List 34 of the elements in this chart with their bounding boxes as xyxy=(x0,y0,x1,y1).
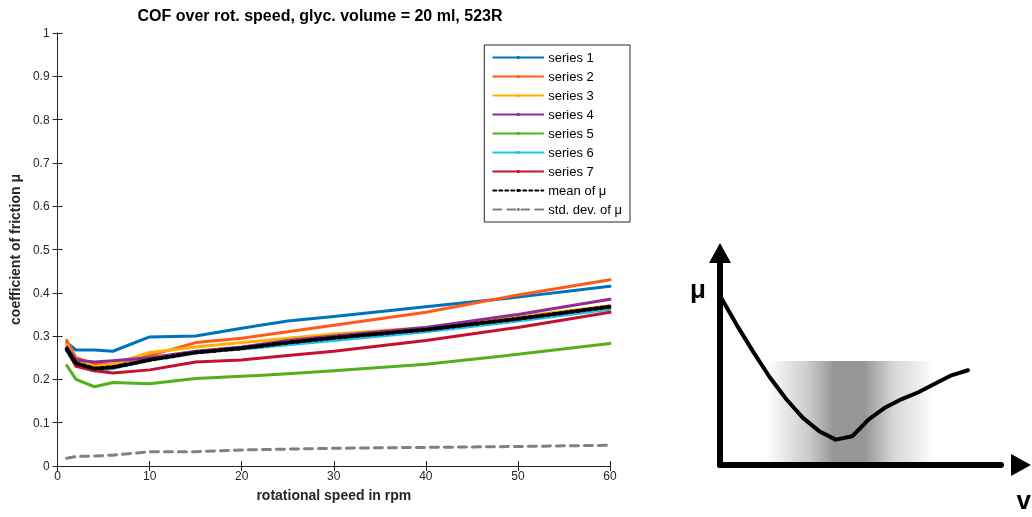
legend-label: series 3 xyxy=(548,88,594,103)
legend-label: std. dev. of μ xyxy=(548,202,623,217)
x-tick-label: 30 xyxy=(327,469,341,483)
legend-label: series 6 xyxy=(548,145,594,160)
legend-label: series 5 xyxy=(548,126,594,141)
legend-label: mean of μ xyxy=(548,183,607,198)
y-tick-label: 0.8 xyxy=(32,112,50,127)
y-tick-label: 0.9 xyxy=(32,69,50,84)
y-tick-label: 1 xyxy=(42,26,50,40)
x-tick-label: 0 xyxy=(54,469,62,483)
legend-label: series 1 xyxy=(548,50,594,65)
y-tick-label: 0.3 xyxy=(32,329,50,344)
x-axis-title: rotational speed in rpm xyxy=(256,487,412,503)
x-axis-title: v xyxy=(1016,485,1032,515)
legend-label: series 7 xyxy=(548,164,594,179)
x-tick-label: 10 xyxy=(142,469,157,483)
legend-label: series 2 xyxy=(548,69,594,84)
y-tick-label: 0.7 xyxy=(32,155,50,170)
x-tick-label: 60 xyxy=(603,469,617,483)
y-tick-label: 0.6 xyxy=(32,199,50,214)
chart-title: COF over rot. speed, glyc. volume = 20 ml, 523R xyxy=(137,6,503,24)
y-axis-title: coefficient of friction μ xyxy=(7,174,23,325)
y-axis-title: μ xyxy=(690,274,706,304)
line-series xyxy=(65,341,612,389)
y-tick-label: 0.1 xyxy=(32,415,50,430)
y-tick-label: 0.4 xyxy=(32,285,50,300)
x-tick-label: 40 xyxy=(419,469,433,483)
line-series xyxy=(65,284,612,353)
legend-label: series 4 xyxy=(548,107,594,122)
x-tick-label: 50 xyxy=(511,469,525,483)
y-tick-label: 0.5 xyxy=(32,242,50,257)
y-tick-label: 0.2 xyxy=(32,372,50,387)
y-tick-label: 0 xyxy=(42,459,50,473)
x-tick-label: 20 xyxy=(235,469,249,483)
